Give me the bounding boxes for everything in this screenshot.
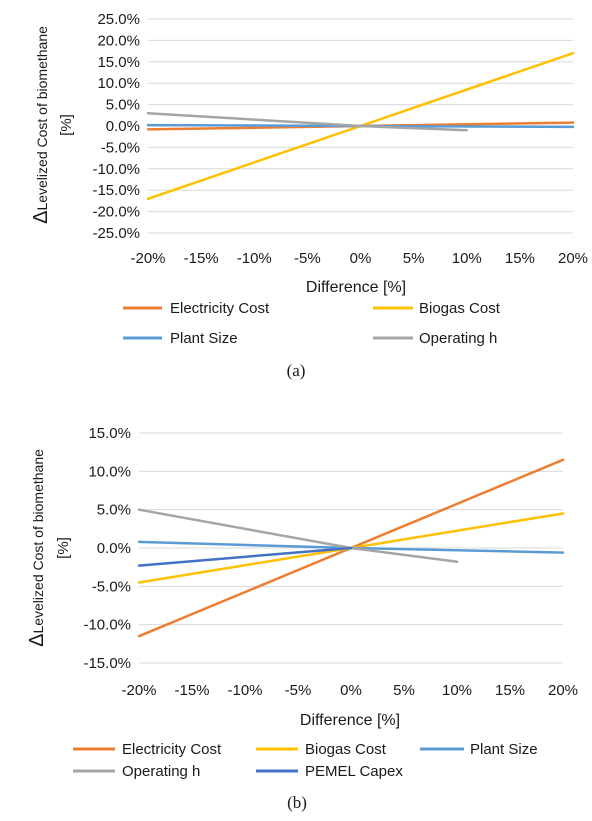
x-tick-label: -5% [294, 250, 321, 267]
x-tick-label: 20% [548, 682, 578, 699]
x-tick-label: 0% [350, 250, 372, 267]
y-tick-label: 5.0% [106, 97, 140, 114]
y-axis-unit: [%] [58, 114, 75, 136]
x-tick-label: 5% [403, 250, 425, 267]
x-tick-label: -20% [130, 250, 165, 267]
x-tick-label: 15% [505, 250, 535, 267]
legend-label: Operating h [122, 763, 200, 780]
figure-caption: (a) [287, 361, 306, 380]
series-line-pemel-capex [137, 546, 353, 567]
y-tick-label: -20.0% [92, 204, 140, 221]
x-tick-label: 5% [393, 682, 415, 699]
y-axis-title: ΔLevelized Cost of biomethane [30, 26, 52, 224]
y-tick-label: 15.0% [97, 54, 140, 71]
y-tick-label: -15.0% [83, 655, 131, 672]
legend-label: Operating h [419, 330, 497, 347]
y-tick-label: -5.0% [101, 139, 140, 156]
legend-label: Plant Size [170, 330, 238, 347]
chart-a: 25.0% 20.0% 15.0% 10.0% 5.0% 0.0% -5.0% -10.0% -… [30, 11, 588, 380]
y-tick-label: 0.0% [106, 118, 140, 135]
y-tick-label: -10.0% [92, 161, 140, 178]
series-line-operating-h [137, 508, 459, 564]
y-tick-label: -5.0% [92, 578, 131, 595]
x-tick-label: 10% [442, 682, 472, 699]
y-axis-title: ΔLevelized Cost of biomethane [26, 449, 48, 647]
y-tick-label: 25.0% [97, 11, 140, 28]
x-axis-title: Difference [%] [300, 712, 400, 729]
y-axis-unit: [%] [55, 537, 72, 559]
x-tick-label: 15% [495, 682, 525, 699]
y-tick-label: 10.0% [88, 463, 131, 480]
y-tick-label: -15.0% [92, 182, 140, 199]
chart-b: 15.0% 10.0% 5.0% 0.0% -5.0% -10.0% -15.0% -20% -… [26, 425, 578, 812]
legend-label: Biogas Cost [305, 741, 387, 758]
y-tick-label: -25.0% [92, 225, 140, 242]
y-tick-label: 20.0% [97, 32, 140, 49]
x-tick-label: 0% [340, 682, 362, 699]
legend-label: Electricity Cost [170, 300, 270, 317]
x-axis-title: Difference [%] [306, 279, 406, 296]
y-tick-label: -10.0% [83, 617, 131, 634]
x-tick-label: -15% [174, 682, 209, 699]
legend-label: Plant Size [470, 741, 538, 758]
y-tick-label: 15.0% [88, 425, 131, 442]
legend-label: Biogas Cost [419, 300, 501, 317]
x-tick-label: 10% [452, 250, 482, 267]
y-tick-label: 10.0% [97, 75, 140, 92]
x-tick-label: -10% [237, 250, 272, 267]
x-tick-label: -10% [227, 682, 262, 699]
y-tick-label: 0.0% [97, 540, 131, 557]
x-tick-label: 20% [558, 250, 588, 267]
x-tick-label: -15% [184, 250, 219, 267]
x-tick-label: -20% [121, 682, 156, 699]
figure-caption: (b) [287, 793, 307, 812]
series-line-operating-h [146, 111, 469, 132]
y-tick-label: 5.0% [97, 502, 131, 519]
legend-label: Electricity Cost [122, 741, 222, 758]
x-tick-label: -5% [285, 682, 312, 699]
legend-label: PEMEL Capex [305, 763, 403, 780]
